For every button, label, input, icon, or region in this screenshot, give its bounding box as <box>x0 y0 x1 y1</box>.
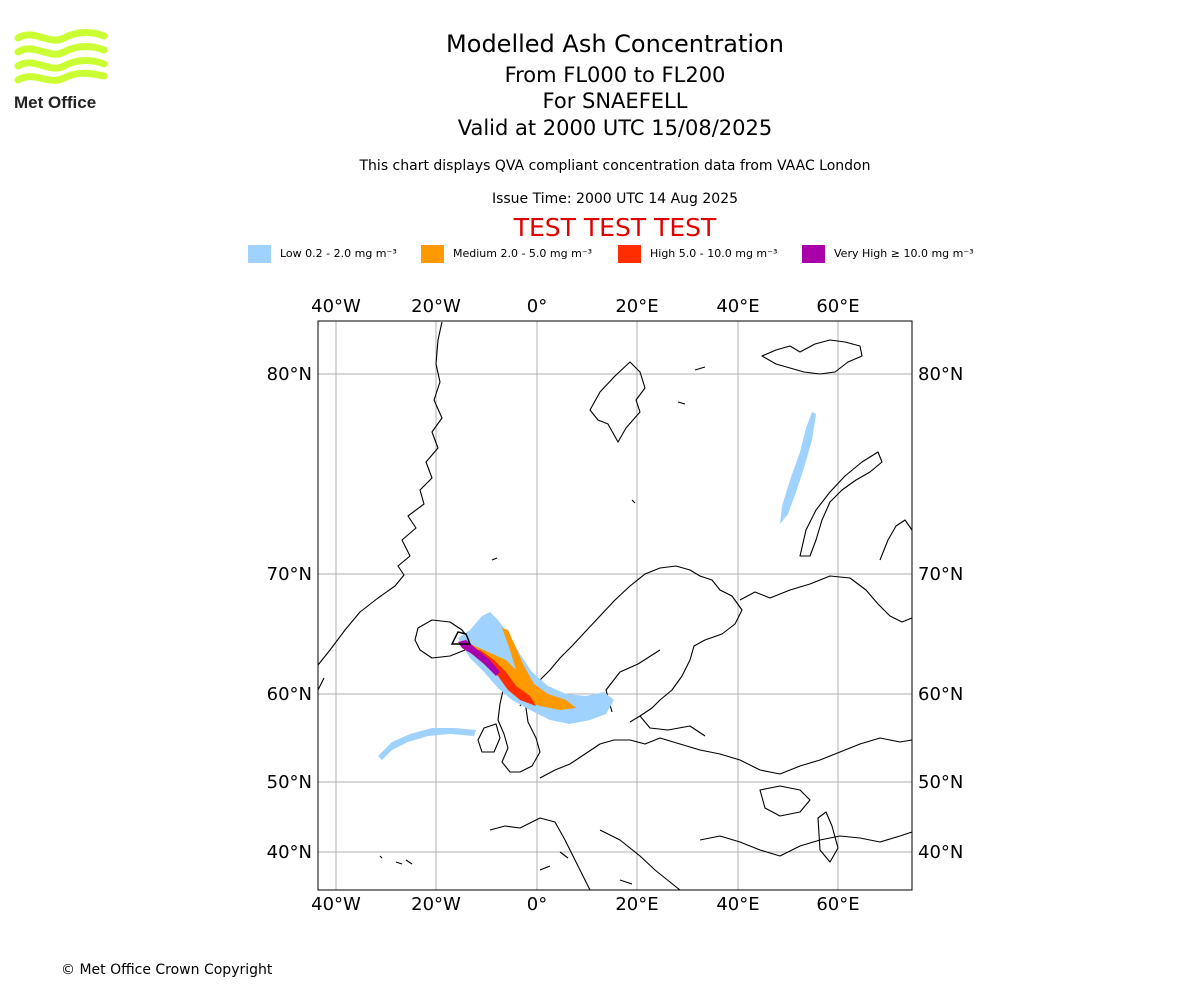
lat-label-right: 40°N <box>918 842 963 863</box>
met-office-logo: Met Office <box>14 28 110 112</box>
copyright-notice: © Met Office Crown Copyright <box>61 962 273 978</box>
coastlines <box>317 321 913 891</box>
lon-label-bottom: 20°W <box>411 894 461 915</box>
legend-label-low: Low 0.2 - 2.0 mg m⁻³ <box>280 247 397 260</box>
ash-plume <box>378 412 816 760</box>
lat-label-right: 70°N <box>918 564 963 585</box>
legend-label-high: High 5.0 - 10.0 mg m⁻³ <box>650 247 778 260</box>
ash-very-high <box>458 640 500 676</box>
legend-label-medium: Medium 2.0 - 5.0 mg m⁻³ <box>453 247 593 260</box>
legend-item-medium: Medium 2.0 - 5.0 mg m⁻³ <box>421 244 592 263</box>
lat-label-left: 50°N <box>267 772 312 793</box>
lon-label-bottom: 0° <box>527 894 547 915</box>
flight-level-range: From FL000 to FL200 <box>504 63 726 87</box>
legend-swatch-high <box>618 244 641 263</box>
chart-title: Modelled Ash Concentration <box>446 30 784 58</box>
lat-label-left: 40°N <box>267 842 312 863</box>
lat-label-right: 50°N <box>918 772 963 793</box>
ash-medium <box>466 628 576 710</box>
lat-label-left: 60°N <box>267 684 312 705</box>
lon-label-bottom: 40°E <box>716 894 759 915</box>
chart-description: This chart displays QVA compliant concen… <box>359 158 871 174</box>
lon-label-bottom: 60°E <box>816 894 859 915</box>
valid-time: Valid at 2000 UTC 15/08/2025 <box>457 116 773 140</box>
ash-low-barents <box>780 412 816 524</box>
lon-label-top: 20°E <box>615 296 658 317</box>
svg-text:Met Office: Met Office <box>14 93 96 112</box>
lon-label-top: 0° <box>527 296 547 317</box>
map-frame <box>317 320 913 891</box>
map-gridlines <box>318 321 912 890</box>
legend-swatch-medium <box>421 244 444 263</box>
lon-label-top: 40°W <box>311 296 361 317</box>
lat-label-left: 70°N <box>267 564 312 585</box>
lon-label-top: 60°E <box>816 296 859 317</box>
lon-label-bottom: 40°W <box>311 894 361 915</box>
lat-label-right: 60°N <box>918 684 963 705</box>
volcano-marker <box>450 631 472 645</box>
legend-swatch-low <box>248 244 271 263</box>
lat-label-left: 80°N <box>267 364 312 385</box>
lon-label-top: 40°E <box>716 296 759 317</box>
legend-item-high: High 5.0 - 10.0 mg m⁻³ <box>618 244 777 263</box>
test-banner: TEST TEST TEST <box>513 213 717 242</box>
volcano-name: For SNAEFELL <box>542 89 688 113</box>
legend-item-low: Low 0.2 - 2.0 mg m⁻³ <box>248 244 397 263</box>
legend-label-very-high: Very High ≥ 10.0 mg m⁻³ <box>834 247 974 260</box>
lon-label-top: 20°W <box>411 296 461 317</box>
legend-swatch-very-high <box>802 244 825 263</box>
ash-low-plume <box>458 612 614 724</box>
ash-low-atlantic <box>378 728 476 760</box>
issue-time: Issue Time: 2000 UTC 14 Aug 2025 <box>491 191 739 207</box>
lat-label-right: 80°N <box>918 364 963 385</box>
lon-label-bottom: 20°E <box>615 894 658 915</box>
legend-item-very-high: Very High ≥ 10.0 mg m⁻³ <box>802 244 974 263</box>
